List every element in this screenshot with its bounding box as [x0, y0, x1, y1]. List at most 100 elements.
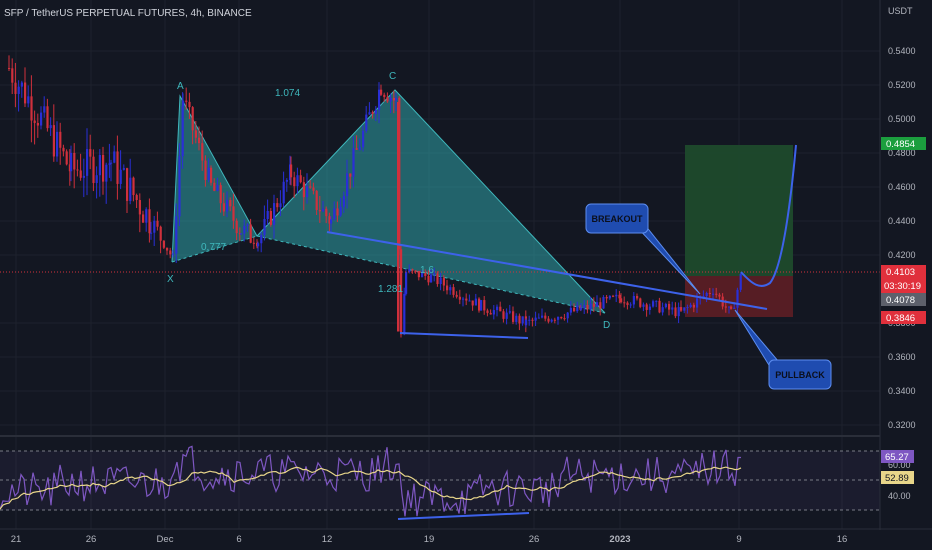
candle-body: [169, 250, 172, 255]
candle-body: [126, 168, 129, 201]
candle-body: [534, 317, 537, 321]
candle-body: [664, 303, 667, 308]
candle-body: [389, 97, 392, 102]
candle-body: [586, 305, 589, 310]
ratio-ac-label: 1.074: [275, 88, 300, 99]
candle-body: [59, 131, 62, 148]
candle-body: [213, 182, 216, 191]
candle-body: [686, 307, 689, 309]
candle-body: [521, 316, 524, 324]
price-tick-label: 0.5200: [888, 80, 916, 90]
descending-trendline[interactable]: [326, 231, 768, 310]
candle-body: [95, 175, 98, 184]
price-tick-label: 0.3400: [888, 386, 916, 396]
candle-body: [560, 316, 563, 319]
candle-body: [150, 232, 153, 234]
time-tick-label: 26: [86, 534, 97, 545]
rsi-tick-60: 60.00: [888, 460, 911, 470]
candle-body: [468, 300, 471, 302]
candle-body: [569, 307, 572, 313]
candle-body: [232, 206, 235, 221]
candle-body: [204, 160, 207, 180]
point-a-label: A: [177, 81, 184, 92]
candle-body: [162, 240, 165, 248]
candle-body: [730, 306, 733, 309]
candle-body: [400, 249, 403, 335]
candle-body: [623, 302, 626, 304]
candle-body: [102, 155, 105, 182]
candle-body: [358, 147, 361, 150]
candle-body: [397, 102, 400, 332]
candle-body: [86, 149, 89, 176]
candle-body: [153, 220, 156, 233]
candle-body: [537, 317, 540, 319]
candle-body: [309, 186, 312, 188]
rsi-value-badge: [881, 450, 914, 463]
candle-body: [263, 219, 266, 235]
candle-body: [365, 114, 368, 131]
candle-body: [499, 306, 502, 312]
support-line[interactable]: [399, 332, 529, 339]
candle-body: [421, 272, 424, 278]
candle-body: [302, 182, 305, 198]
candle-body: [502, 311, 505, 319]
candle-body: [252, 242, 255, 244]
candle-body: [145, 209, 148, 223]
candle-body: [433, 273, 436, 275]
rsi-ma-line[interactable]: [0, 466, 742, 510]
candle-body: [386, 97, 389, 102]
candle-body: [182, 100, 185, 106]
candle-body: [486, 310, 489, 313]
candle-body: [442, 277, 445, 286]
pattern-xb-line: [171, 235, 258, 263]
candle-body: [708, 292, 711, 294]
candle-body: [489, 312, 492, 315]
candle-body: [408, 269, 411, 273]
candle-body: [492, 310, 495, 315]
candle-body: [602, 296, 605, 309]
pattern-triangle-bcd: [257, 90, 605, 313]
candle-body: [113, 151, 116, 163]
point-d-label: D: [603, 320, 610, 331]
candle-body: [512, 311, 515, 322]
candle-body: [181, 105, 184, 157]
candle-body: [661, 307, 664, 313]
price-tick-label: 0.4400: [888, 216, 916, 226]
candle-body: [531, 319, 534, 321]
candle-body: [8, 68, 11, 69]
candle-body: [156, 220, 159, 227]
projected-path[interactable]: [740, 144, 797, 287]
price-tick-label: 0.4200: [888, 250, 916, 260]
candle-body: [330, 219, 333, 224]
candle-body: [449, 287, 452, 291]
rsi-divergence-line[interactable]: [397, 512, 530, 520]
rsi-ma-badge: [881, 471, 914, 484]
candle-body: [240, 233, 243, 235]
candle-body: [68, 164, 71, 172]
candle-body: [462, 298, 465, 300]
candle-body: [474, 298, 477, 306]
candle-body: [639, 298, 642, 307]
candle-body: [739, 273, 742, 290]
candle-body: [674, 307, 677, 317]
candle-body: [496, 306, 499, 311]
candle-body: [201, 143, 204, 161]
candle-body: [198, 137, 201, 144]
candle-body: [276, 203, 279, 208]
candle-body: [43, 106, 46, 113]
candle-body: [736, 289, 739, 308]
candle-body: [56, 131, 59, 157]
candle-body: [285, 180, 288, 182]
candle-body: [677, 307, 680, 317]
target-zone[interactable]: [685, 145, 793, 276]
candle-body: [52, 125, 55, 157]
candle-body: [119, 169, 122, 184]
pullback-callout[interactable]: [768, 359, 832, 390]
rsi-line[interactable]: [0, 445, 741, 517]
candle-body: [702, 296, 705, 298]
candle-body: [612, 295, 615, 297]
candle-body: [592, 303, 595, 307]
ratio-xd-label: 1.281: [378, 284, 403, 295]
breakout-callout[interactable]: [585, 203, 649, 234]
